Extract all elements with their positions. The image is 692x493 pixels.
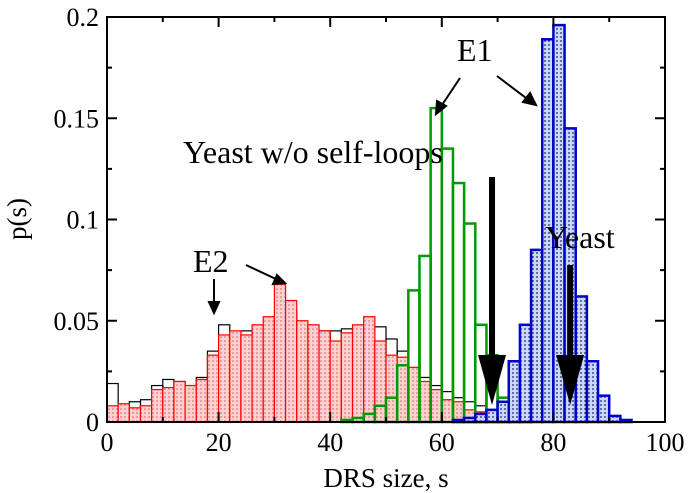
- bar-series-1-bin-16: [195, 378, 209, 423]
- marker-shaft-1: [567, 265, 574, 355]
- bar-series-1-bin-12: [173, 380, 186, 423]
- bar-series-1-bin-6: [139, 405, 153, 423]
- bar-series-1-bin-60: [441, 399, 454, 423]
- bar-series-1-bin-56: [418, 380, 432, 423]
- bar-series-1-bin-4: [128, 407, 142, 423]
- bar-series-3-bin-70: [496, 400, 511, 424]
- e1-arrow-green: [439, 77, 461, 109]
- e2-arrow-red-head: [271, 273, 288, 286]
- x-tick-label-60: 60: [429, 428, 455, 457]
- x-tick-label-100: 100: [646, 428, 685, 457]
- y-tick-label-0.2: 0.2: [67, 3, 100, 32]
- bar-series-1-bin-46: [363, 316, 376, 423]
- bar-series-1-bin-0: [106, 405, 119, 423]
- bar-series-1-bin-52: [396, 356, 409, 423]
- bar-series-3-bin-88: [596, 394, 611, 424]
- markers-group: [478, 177, 585, 405]
- bar-series-3-bin-74: [518, 323, 533, 424]
- bar-series-3-bin-66: [474, 412, 488, 424]
- bar-series-1-bin-32: [284, 299, 298, 423]
- bar-series-1-bin-20: [218, 334, 231, 423]
- y-tick-label-0.05: 0.05: [54, 307, 100, 336]
- bar-series-1-bin-58: [430, 389, 443, 423]
- bar-series-1-bin-8: [151, 389, 164, 423]
- bar-series-1-bin-36: [307, 324, 320, 423]
- x-axis-label: DRS size, s: [323, 463, 448, 493]
- bar-series-1-bin-42: [340, 332, 354, 423]
- bar-series-1-bin-22: [229, 330, 242, 423]
- x-tick-label-40: 40: [317, 428, 343, 457]
- bar-series-1-bin-40: [329, 340, 342, 423]
- bar-series-1-bin-54: [407, 366, 421, 423]
- e1-arrow-blue: [496, 75, 531, 102]
- annotation-yeast: Yeast: [545, 219, 615, 255]
- bar-series-1-bin-38: [318, 330, 331, 423]
- annotation-yeast-no-self-loops: Yeast w/o self-loops: [183, 134, 443, 170]
- bar-series-1-bin-14: [184, 384, 197, 423]
- e1-arrow-green-head: [434, 99, 448, 117]
- ticks-group: 0 20 40 60 80 100 0 0.05 0.1 0.15 0.2: [54, 3, 685, 457]
- bar-series-1-bin-10: [162, 386, 175, 423]
- y-tick-label-0.1: 0.1: [67, 206, 100, 235]
- bar-series-1-bin-18: [206, 354, 220, 423]
- bar-series-1-bin-34: [296, 320, 309, 423]
- bar-series-1-bin-28: [262, 316, 275, 423]
- x-tick-label-20: 20: [206, 428, 232, 457]
- annotation-e1: E1: [457, 32, 493, 68]
- y-tick-label-0: 0: [86, 408, 99, 437]
- y-tick-label-0.15: 0.15: [54, 104, 100, 133]
- marker-head-1: [556, 355, 585, 405]
- bar-series-1-bin-26: [251, 324, 264, 423]
- x-tick-label-80: 80: [540, 428, 566, 457]
- bar-series-1-bin-30: [273, 283, 287, 423]
- bar-series-1-bin-24: [240, 334, 253, 423]
- bar-series-1-bin-50: [385, 354, 398, 423]
- bar-series-1-bin-48: [374, 340, 387, 423]
- bar-series-3-bin-72: [507, 360, 522, 424]
- bar-series-3-bin-68: [485, 408, 499, 424]
- annotation-e2: E2: [193, 243, 229, 279]
- bar-series-3-bin-86: [585, 360, 600, 424]
- marker-head-0: [478, 355, 507, 405]
- bar-series-3-bin-76: [529, 248, 544, 424]
- e2-arrow-red: [245, 264, 279, 281]
- e1-arrow-blue-head: [521, 91, 538, 107]
- bar-series-1-bin-2: [117, 403, 130, 423]
- bar-series-1-bin-44: [351, 324, 365, 423]
- y-axis-label: p(s): [2, 198, 32, 240]
- e2-arrow-black-head: [207, 301, 221, 316]
- marker-shaft-0: [489, 177, 496, 355]
- x-tick-label-0: 0: [101, 428, 114, 457]
